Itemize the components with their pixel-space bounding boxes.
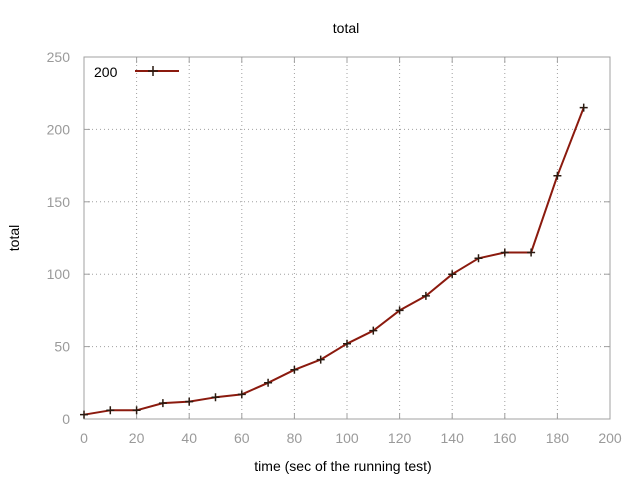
data-point-marker: [106, 406, 115, 415]
x-tick-label: 80: [287, 430, 303, 446]
data-point-marker: [421, 291, 430, 300]
data-point-marker: [369, 326, 378, 335]
x-tick-label: 40: [181, 430, 197, 446]
axis-ticks: 0 20 40 60 80 100 120 140 160 180 200 0 50 100 150 200 2…: [47, 49, 622, 446]
data-point-marker: [474, 254, 483, 263]
y-tick-label: 100: [47, 266, 71, 282]
x-tick-label: 200: [598, 430, 622, 446]
data-point-marker: [579, 103, 588, 112]
data-point-marker: [185, 397, 194, 406]
legend-marker: [148, 66, 158, 76]
data-point-marker: [316, 355, 325, 364]
y-tick-label: 0: [62, 411, 70, 427]
y-tick-label: 150: [47, 194, 71, 210]
data-point-marker: [553, 171, 562, 180]
x-tick-label: 160: [493, 430, 517, 446]
data-point-marker: [158, 399, 167, 408]
y-axis-label: total: [6, 225, 22, 251]
x-tick-label: 60: [234, 430, 250, 446]
legend-label: 200: [94, 64, 118, 80]
legend: 200: [94, 64, 179, 80]
data-point-marker: [343, 339, 351, 348]
series-layer: [80, 103, 588, 419]
data-point-marker: [237, 390, 246, 399]
x-tick-label: 0: [80, 430, 88, 446]
y-tick-label: 50: [54, 339, 70, 355]
x-tick-label: 20: [129, 430, 145, 446]
data-point-marker: [500, 248, 509, 257]
x-tick-label: 140: [441, 430, 465, 446]
data-point-marker: [80, 410, 88, 419]
series-line: [83, 107, 585, 416]
data-point-marker: [527, 248, 536, 257]
data-point-marker: [264, 378, 273, 387]
x-axis-label: time (sec of the running test): [254, 458, 431, 474]
y-tick-label: 200: [47, 121, 71, 137]
chart-title: total: [333, 20, 359, 36]
y-tick-label: 250: [47, 49, 71, 65]
grid: [84, 57, 610, 419]
data-point-marker: [132, 406, 141, 415]
data-point-marker: [211, 393, 220, 402]
x-tick-label: 100: [335, 430, 359, 446]
data-point-marker: [290, 365, 299, 374]
data-point-marker: [395, 306, 404, 315]
data-point-marker: [448, 270, 457, 279]
x-tick-label: 120: [388, 430, 412, 446]
x-tick-label: 180: [546, 430, 570, 446]
